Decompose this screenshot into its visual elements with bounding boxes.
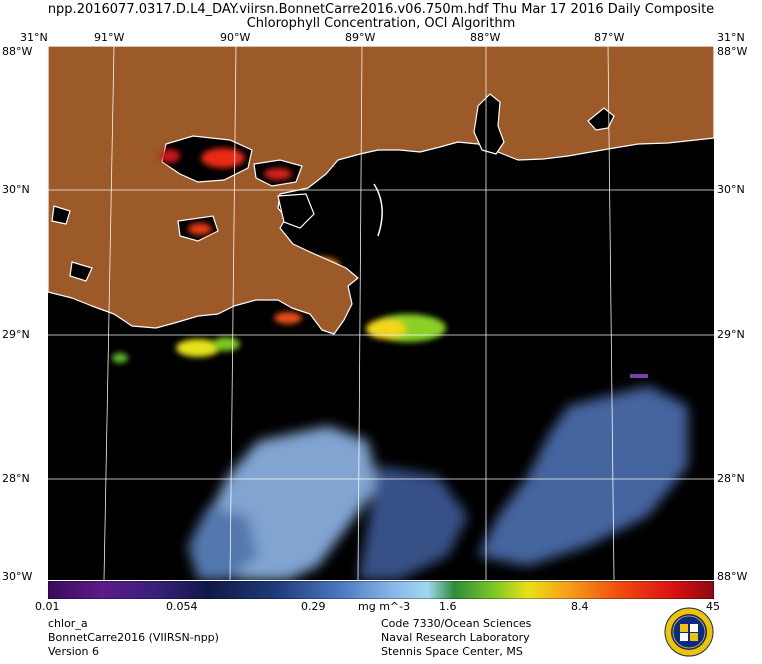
green-patch-west (212, 337, 240, 351)
lat-label-30n-right: 30°N (717, 183, 745, 196)
lat-label-29n-left: 29°N (2, 328, 30, 341)
meridian-87w (607, 46, 615, 580)
meridian-89w (357, 46, 363, 580)
blue-patch-southeast (478, 386, 688, 566)
colorbar-tick-0.01: 0.01 (35, 600, 60, 613)
title-line-1: npp.2016077.0317.D.L4_DAY.viirsn.BonnetC… (47, 2, 715, 17)
orange-patch-barataria (274, 312, 302, 324)
lat-label-28n-left: 28°N (2, 472, 30, 485)
lake-pontchartrain-red (201, 148, 245, 168)
footer-version: Version 6 (48, 645, 99, 658)
footer-org-location: Stennis Space Center, MS (381, 645, 523, 658)
purple-speck (630, 374, 648, 378)
breton-sound (277, 193, 315, 229)
green-speck (112, 353, 128, 363)
bay-red-1 (188, 223, 212, 235)
corner-label-left-top: 88°W (2, 45, 33, 58)
lon-label-89w: 89°W (345, 31, 376, 44)
colorbar-tick-0.29: 0.29 (301, 600, 326, 613)
lat-label-29n-right: 29°N (717, 328, 745, 341)
yellow-patch-west (176, 339, 220, 357)
graticule (48, 46, 714, 580)
lake-borgne-red (264, 168, 292, 180)
lake-bay-3 (69, 261, 93, 282)
footer-region: BonnetCarre2016 (VIIRSN-npp) (48, 631, 219, 644)
nrl-seal-icon (664, 607, 714, 657)
corner-label-right-bottom: 88°W (717, 570, 748, 583)
colorbar-tick-0.054: 0.054 (166, 600, 198, 613)
corner-label-left-bottom: 30°W (2, 570, 33, 583)
colorbar-units: mg m^-3 (358, 600, 411, 613)
meridian-91w (103, 46, 115, 580)
lon-label-88w: 88°W (470, 31, 501, 44)
meridian-90w (229, 46, 237, 580)
corner-label-top-left: 31°N (20, 31, 48, 44)
colorbar (47, 580, 715, 600)
footer-org-code: Code 7330/Ocean Sciences (381, 617, 532, 630)
footer-org-name: Naval Research Laboratory (381, 631, 530, 644)
colorbar-gradient (47, 580, 715, 600)
lon-label-90w: 90°W (220, 31, 251, 44)
low-chlorophyll-patches (188, 386, 688, 580)
blue-patch-center (358, 466, 468, 580)
pensacola-bay (587, 107, 615, 131)
title-line-2: Chlorophyll Concentration, OCI Algorithm (246, 16, 516, 31)
corner-label-top-right: 31°N (717, 31, 745, 44)
mobile-bay (473, 93, 505, 155)
lake-bay-2 (51, 205, 71, 225)
chandeleur-islands (373, 183, 383, 237)
colorbar-tick-1.6: 1.6 (439, 600, 457, 613)
land-mass (48, 46, 714, 335)
lon-label-91w: 91°W (94, 31, 125, 44)
yellow-patch-east (366, 319, 406, 339)
land-louisiana-mississippi (48, 46, 714, 335)
lat-label-30n-left: 30°N (2, 183, 30, 196)
footer-variable: chlor_a (48, 617, 88, 630)
lon-label-87w: 87°W (594, 31, 625, 44)
blue-patch-southwest (188, 506, 258, 580)
inland-chlorophyll (160, 148, 292, 235)
lake-maurepas-red (160, 149, 180, 163)
colorbar-tick-45: 45 (706, 600, 720, 613)
chlorophyll-map (48, 46, 714, 580)
corner-label-right-top: 88°W (717, 45, 748, 58)
colorbar-tick-8.4: 8.4 (571, 600, 589, 613)
lat-label-28n-right: 28°N (717, 472, 745, 485)
